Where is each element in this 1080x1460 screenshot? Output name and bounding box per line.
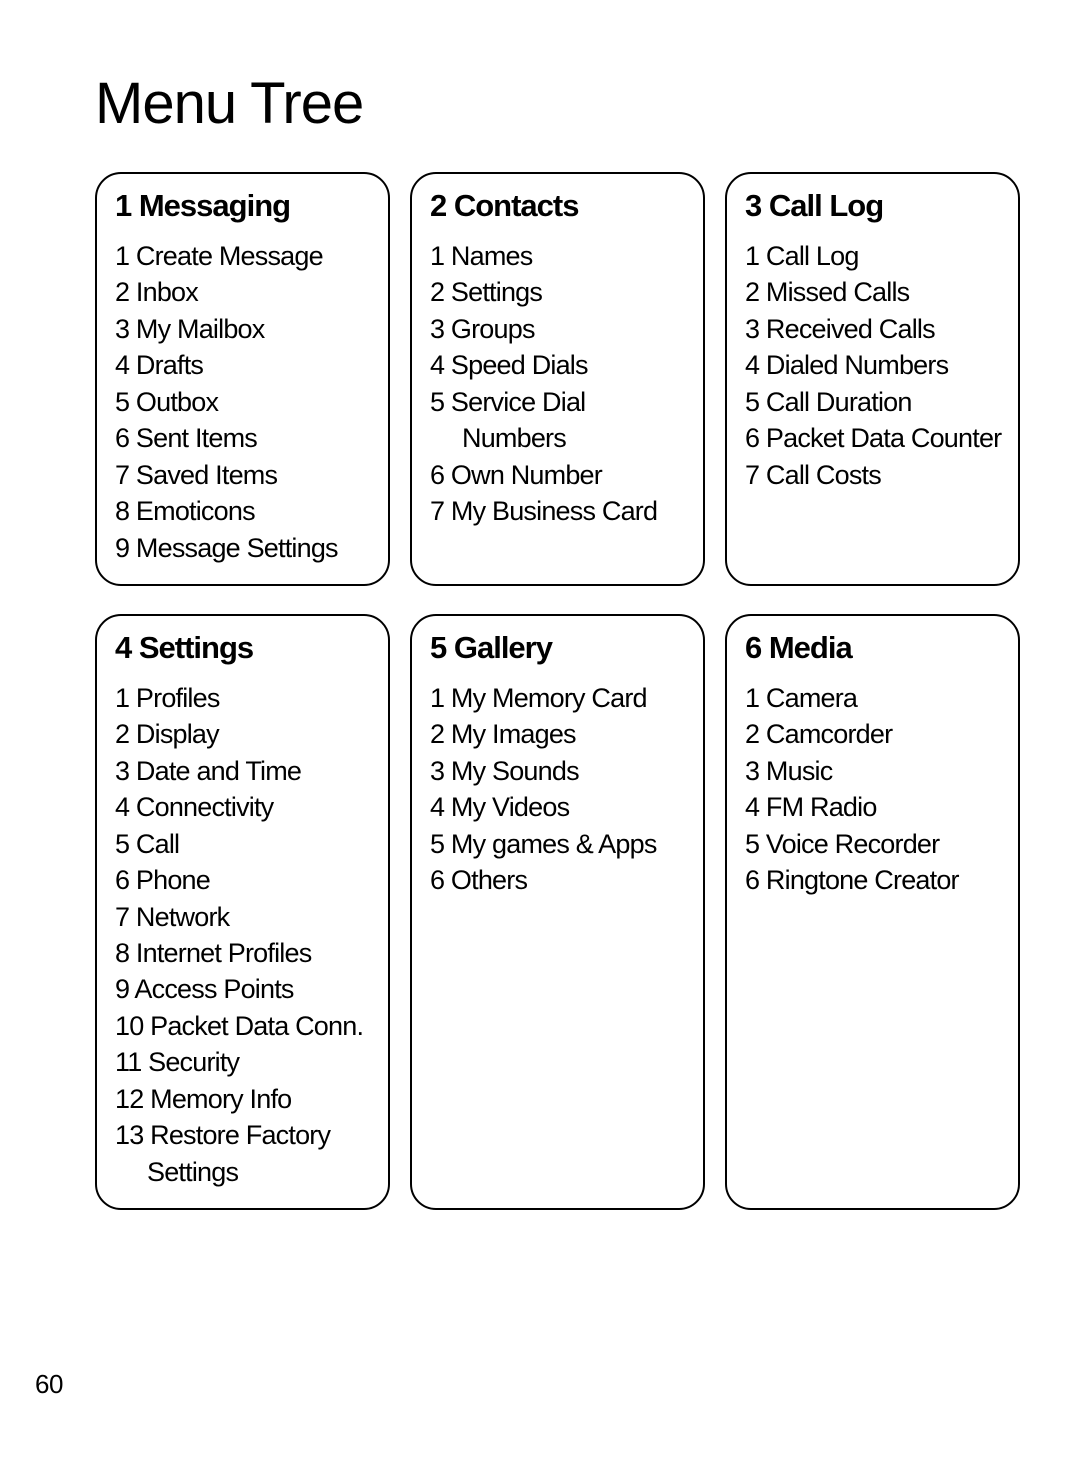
list-item: 4 My Videos [430,789,689,825]
list-item: 6 Ringtone Creator [745,862,1004,898]
list-item: 3 My Sounds [430,753,689,789]
list-item: 6 Sent Items [115,420,374,456]
card-items: 1 Profiles2 Display3 Date and Time4 Conn… [115,680,374,1190]
page-title: Menu Tree [95,70,1020,137]
list-item: 6 Packet Data Counter [745,420,1004,456]
page-number: 60 [35,1369,63,1400]
menu-card: 1 Messaging 1 Create Message2 Inbox3 My M… [95,172,390,586]
list-item: 6 Own Number [430,457,689,493]
list-item: 8 Internet Profiles [115,935,374,971]
list-item: 7 Saved Items [115,457,374,493]
card-items: 1 Call Log2 Missed Calls3 Received Calls… [745,238,1004,493]
list-item: 9 Message Settings [115,530,374,566]
list-item: 3 Music [745,753,1004,789]
list-item: 3 Received Calls [745,311,1004,347]
list-item: 2 Inbox [115,274,374,310]
list-item: 2 My Images [430,716,689,752]
list-item: 5 Service Dial Numbers [430,384,689,457]
card-title: 6 Media [745,630,1004,666]
menu-card: 2 Contacts 1 Names2 Settings3 Groups4 Spe… [410,172,705,586]
list-item: 4 Connectivity [115,789,374,825]
list-item: 1 Create Message [115,238,374,274]
list-item: 3 Date and Time [115,753,374,789]
list-item: 2 Display [115,716,374,752]
card-items: 1 Camera2 Camcorder3 Music4 FM Radio5 Vo… [745,680,1004,899]
list-item: 7 Network [115,899,374,935]
list-item: 1 Call Log [745,238,1004,274]
list-item: 8 Emoticons [115,493,374,529]
menu-grid: 1 Messaging 1 Create Message2 Inbox3 My M… [95,172,1020,1210]
list-item: 2 Settings [430,274,689,310]
list-item: 13 Restore Factory Settings [115,1117,374,1190]
list-item: 4 FM Radio [745,789,1004,825]
list-item: 6 Others [430,862,689,898]
list-item: 2 Camcorder [745,716,1004,752]
list-item: 5 Call Duration [745,384,1004,420]
list-item: 1 My Memory Card [430,680,689,716]
list-item: 4 Dialed Numbers [745,347,1004,383]
list-item: 9 Access Points [115,971,374,1007]
menu-card: 6 Media 1 Camera2 Camcorder3 Music4 FM Ra… [725,614,1020,1210]
list-item: 7 My Business Card [430,493,689,529]
list-item: 11 Security [115,1044,374,1080]
card-items: 1 Names2 Settings3 Groups4 Speed Dials5 … [430,238,689,530]
menu-card: 5 Gallery 1 My Memory Card2 My Images3 My… [410,614,705,1210]
card-items: 1 My Memory Card2 My Images3 My Sounds4 … [430,680,689,899]
menu-card: 3 Call Log 1 Call Log2 Missed Calls3 Rece… [725,172,1020,586]
list-item: 5 Voice Recorder [745,826,1004,862]
list-item: 3 Groups [430,311,689,347]
list-item: 3 My Mailbox [115,311,374,347]
card-items: 1 Create Message2 Inbox3 My Mailbox4 Dra… [115,238,374,566]
list-item: 4 Speed Dials [430,347,689,383]
card-title: 2 Contacts [430,188,689,224]
list-item: 10 Packet Data Conn. [115,1008,374,1044]
list-item: 5 Outbox [115,384,374,420]
list-item: 1 Camera [745,680,1004,716]
list-item: 5 My games & Apps [430,826,689,862]
list-item: 6 Phone [115,862,374,898]
list-item: 4 Drafts [115,347,374,383]
list-item: 2 Missed Calls [745,274,1004,310]
card-title: 5 Gallery [430,630,689,666]
list-item: 12 Memory Info [115,1081,374,1117]
list-item: 7 Call Costs [745,457,1004,493]
list-item: 1 Profiles [115,680,374,716]
list-item: 1 Names [430,238,689,274]
card-title: 3 Call Log [745,188,1004,224]
list-item: 5 Call [115,826,374,862]
page: Menu Tree 1 Messaging 1 Create Message2 I… [0,0,1080,1460]
menu-card: 4 Settings 1 Profiles2 Display3 Date and … [95,614,390,1210]
card-title: 4 Settings [115,630,374,666]
card-title: 1 Messaging [115,188,374,224]
